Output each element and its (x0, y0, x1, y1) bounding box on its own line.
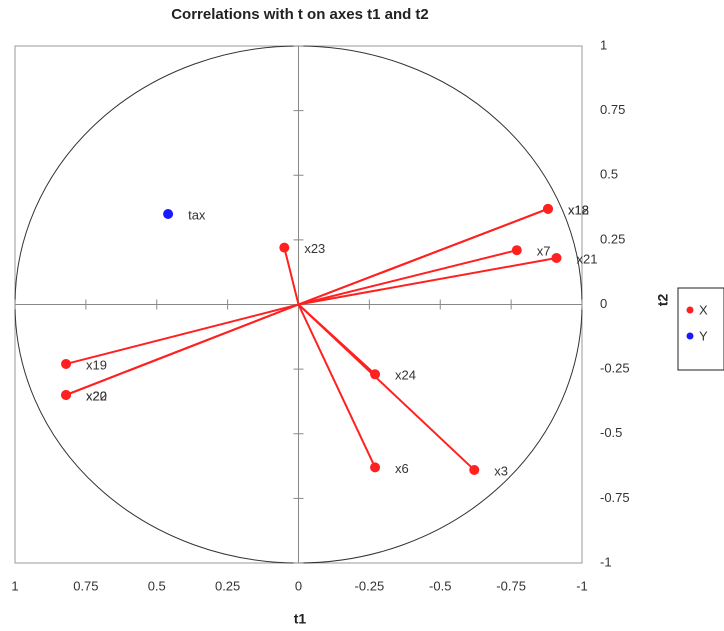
point (469, 464, 480, 475)
y-tick-label: -0.75 (600, 490, 630, 505)
y-tick-label: 1 (600, 37, 607, 52)
point-label: x18 (568, 202, 589, 217)
loading-line (283, 247, 300, 305)
point (279, 242, 290, 253)
x-axis-title: t1 (294, 611, 307, 627)
point (370, 369, 381, 380)
x-tick-label: -0.75 (496, 578, 526, 593)
loading-line (65, 303, 299, 396)
point-label: x20 (86, 388, 107, 403)
point-label: x7 (537, 244, 551, 259)
point (542, 203, 553, 214)
point-label: x19 (86, 357, 107, 372)
legend-marker (686, 306, 694, 314)
legend-marker (686, 332, 694, 340)
point (163, 209, 174, 220)
legend-box (677, 287, 724, 371)
loading-line (298, 249, 518, 306)
y-axis-title: t2 (655, 294, 671, 307)
y-tick-label: -0.5 (600, 425, 622, 440)
x-tick-label: -1 (576, 578, 588, 593)
x-tick-label: -0.25 (355, 578, 385, 593)
point-label: x6 (395, 461, 409, 476)
x-tick-label: 1 (11, 578, 18, 593)
point (370, 462, 381, 473)
point-label: x23 (304, 241, 325, 256)
point-label: x21 (576, 251, 597, 266)
point-label: x12 (568, 202, 589, 217)
loading-line (297, 304, 376, 468)
point (61, 389, 72, 400)
x-tick-label: 0.5 (148, 578, 166, 593)
y-tick-label: -0.25 (600, 361, 630, 376)
point-label: x24 (395, 368, 416, 383)
point (511, 245, 522, 256)
y-tick-label: 0.25 (600, 231, 625, 246)
x-tick-label: 0.25 (215, 578, 240, 593)
chart-title: Correlations with t on axes t1 and t2 (171, 6, 429, 23)
legend-label: Y (699, 328, 708, 343)
x-tick-label: -0.5 (429, 578, 451, 593)
y-tick-label: 0 (600, 296, 607, 311)
loading-line (298, 207, 549, 306)
point (61, 358, 72, 369)
loading-line (298, 256, 557, 306)
y-tick-label: 0.5 (600, 167, 618, 182)
point-label: x22 (86, 388, 107, 403)
point-label: x3 (494, 463, 508, 478)
y-tick-label: -1 (600, 554, 612, 569)
loading-line (65, 303, 299, 365)
x-tick-label: 0.75 (73, 578, 98, 593)
y-tick-label: 0.75 (600, 102, 625, 117)
point-label: tax (188, 207, 206, 222)
legend-label: X (699, 302, 708, 317)
x-tick-label: 0 (295, 578, 302, 593)
point (551, 252, 562, 263)
loading-line (297, 303, 475, 471)
